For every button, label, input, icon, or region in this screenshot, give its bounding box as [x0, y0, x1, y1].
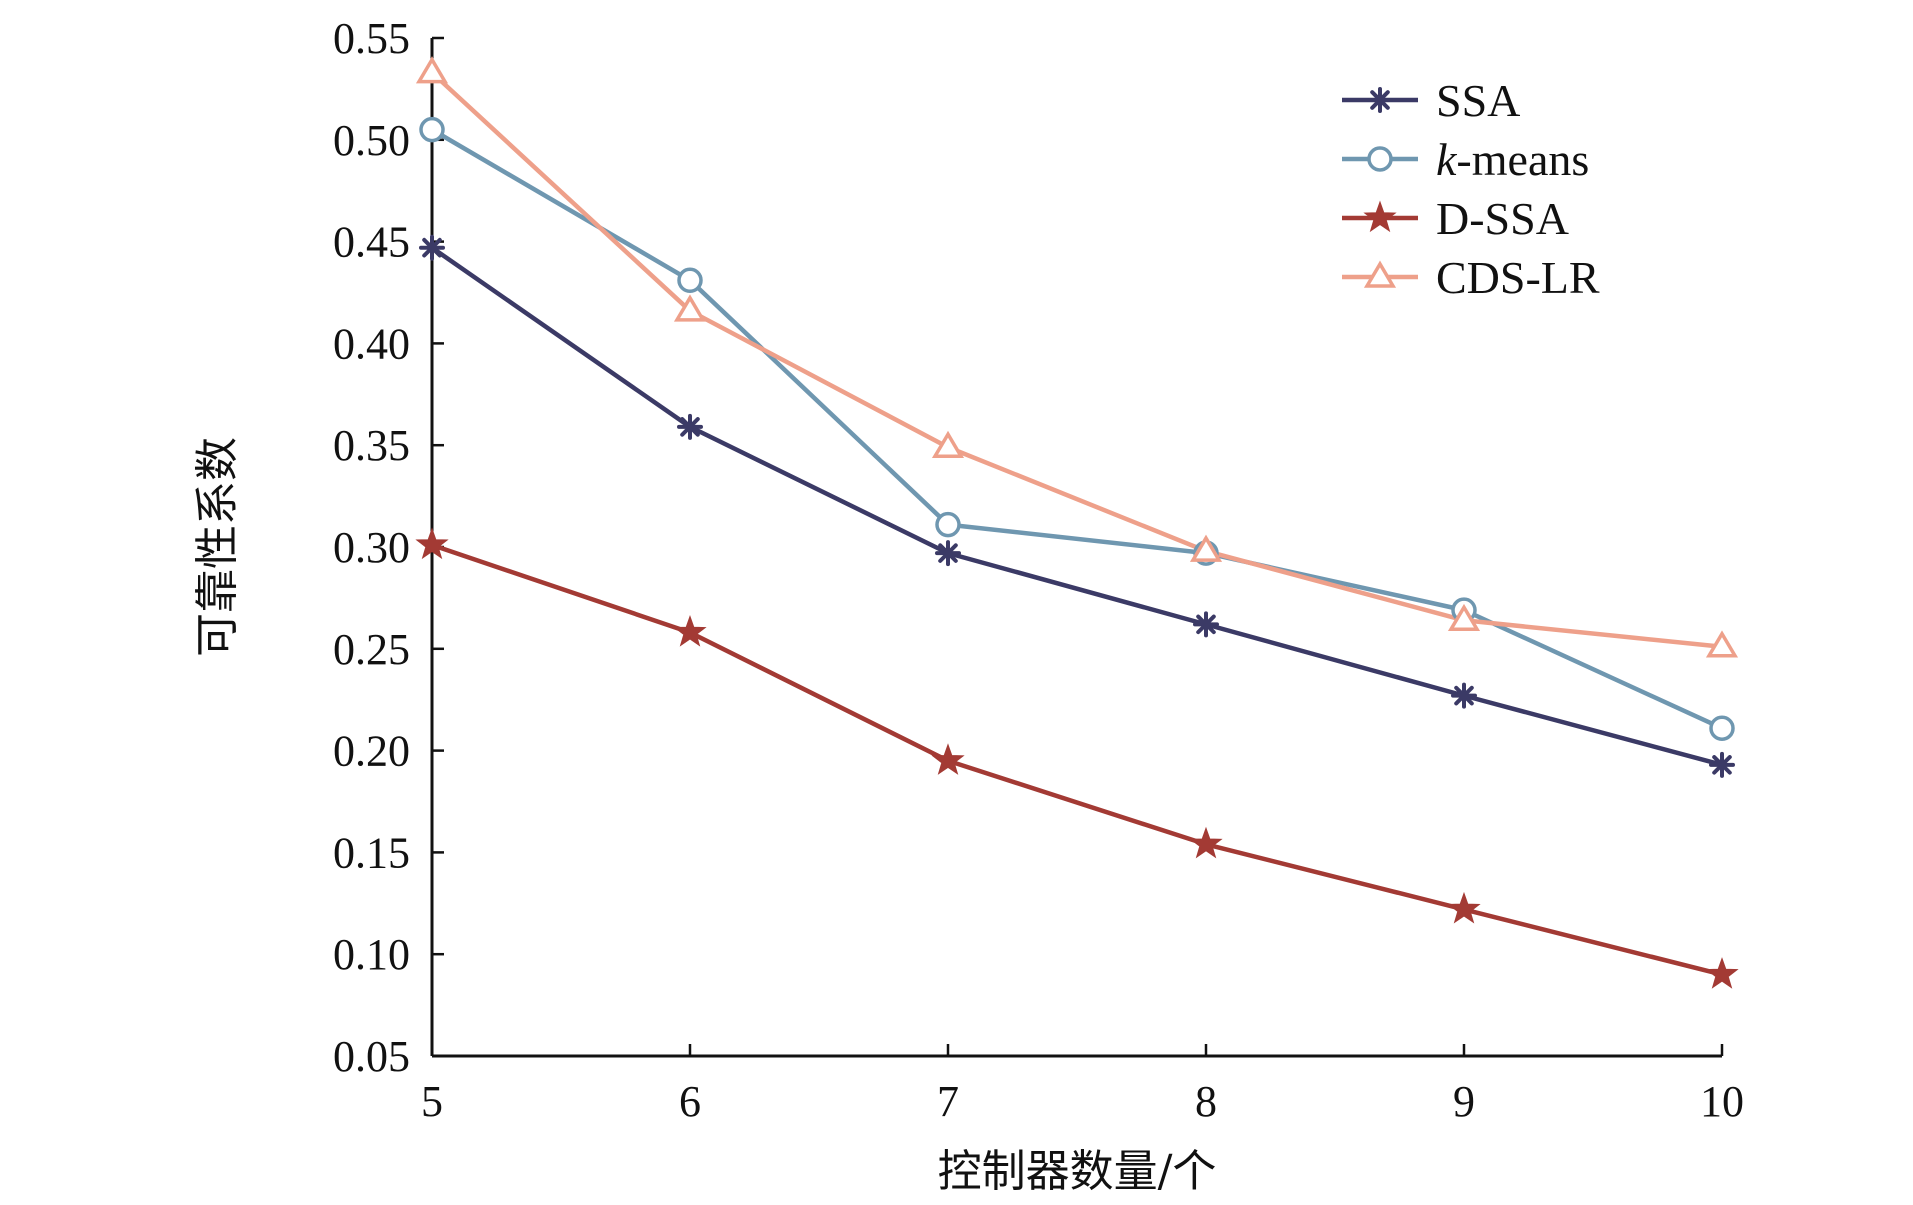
data-point-cds-lr: [1189, 534, 1223, 562]
data-point-ssa: [935, 540, 961, 567]
x-tick-label: 10: [1700, 1077, 1744, 1126]
y-tick-label: 0.20: [333, 727, 410, 776]
legend-label-cds-lr: CDS-LR: [1436, 252, 1600, 303]
y-tick-label: 0.10: [333, 930, 410, 979]
data-point-d-ssa: [1447, 891, 1481, 924]
legend-label-k-means: k-means: [1436, 134, 1589, 185]
data-point-ssa: [1193, 611, 1219, 638]
legend-label-rest: -means: [1456, 134, 1589, 185]
y-tick-label: 0.30: [333, 523, 410, 572]
y-tick-label: 0.25: [333, 625, 410, 674]
data-point-cds-lr: [673, 294, 707, 322]
x-tick-label: 7: [937, 1077, 959, 1126]
data-point-ssa: [419, 234, 445, 261]
data-point-k-means: [419, 116, 445, 143]
x-axis-title: 控制器数量/个: [938, 1146, 1217, 1197]
series-line-cds-lr: [429, 70, 1725, 650]
data-point-d-ssa: [673, 615, 707, 647]
y-tick-label: 0.55: [333, 14, 410, 63]
series-line-ssa: [429, 245, 1725, 768]
series-markers: [415, 56, 1739, 989]
y-tick-label: 0.50: [333, 116, 410, 165]
asterisk-stroke: [1454, 685, 1474, 706]
legend-marker-cds-lr: [1363, 260, 1397, 288]
asterisk-stroke: [938, 543, 958, 563]
y-tick-label: 0.05: [333, 1032, 410, 1081]
series-line-d-ssa: [429, 542, 1725, 977]
y-tick-label: 0.45: [333, 218, 410, 267]
legend-marker-ssa: [1367, 87, 1393, 113]
asterisk-stroke: [680, 417, 700, 437]
data-point-k-means: [1709, 715, 1735, 741]
y-tick-label: 0.35: [333, 421, 410, 470]
series-lines: [429, 70, 1725, 977]
x-tick-label: 5: [421, 1077, 443, 1126]
data-point-k-means: [677, 267, 703, 294]
legend-label-d-ssa: D-SSA: [1436, 193, 1569, 244]
legend-marker-k-means: [1367, 146, 1393, 172]
asterisk-stroke: [422, 237, 442, 258]
data-point-d-ssa: [931, 743, 965, 775]
series-line-k-means: [429, 127, 1725, 731]
y-tick-label: 0.40: [333, 319, 410, 368]
data-point-cds-lr: [1447, 603, 1481, 632]
legend-label-italic-part: k: [1436, 134, 1458, 185]
legend-label-ssa: SSA: [1436, 75, 1520, 126]
data-point-ssa: [677, 413, 703, 440]
data-point-cds-lr: [1705, 630, 1739, 658]
axes: 0.05 0.10 0.15 0.20 0.25 0.30 0.35 0.40 0.45 0.50…: [192, 14, 1744, 1197]
data-point-ssa: [1451, 682, 1477, 709]
data-point-d-ssa: [1189, 826, 1223, 859]
asterisk-stroke: [1196, 614, 1216, 635]
asterisk-stroke: [1370, 90, 1390, 110]
data-point-d-ssa: [1705, 957, 1739, 989]
data-point-cds-lr: [931, 430, 965, 458]
y-axis-title: 可靠性系数: [192, 437, 243, 657]
legend-marker-d-ssa: [1363, 200, 1397, 233]
data-point-k-means: [935, 511, 961, 538]
data-point-cds-lr: [415, 56, 449, 84]
y-tick-label: 0.15: [333, 828, 410, 877]
data-point-d-ssa: [415, 527, 449, 560]
data-point-ssa: [1709, 751, 1735, 778]
asterisk-stroke: [1712, 755, 1732, 775]
legend: SSA k-means D-SSA CDS-LR: [1342, 75, 1600, 303]
x-tick-label: 9: [1453, 1077, 1475, 1126]
x-tick-label: 8: [1195, 1077, 1217, 1126]
x-tick-label: 6: [679, 1077, 701, 1126]
